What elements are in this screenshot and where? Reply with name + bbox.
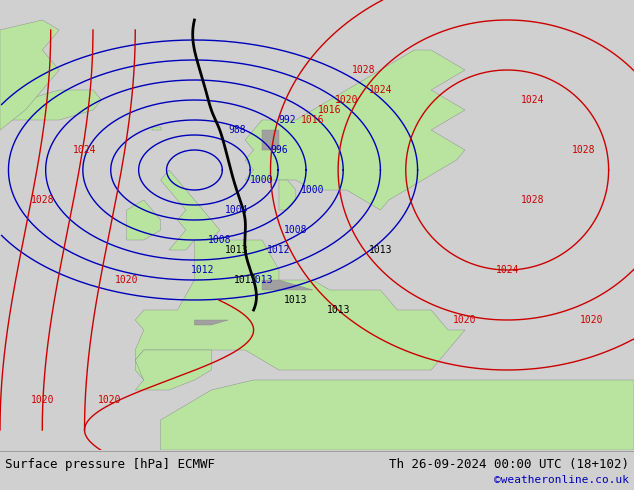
Text: 1016: 1016 <box>318 105 342 115</box>
Text: 1020: 1020 <box>580 315 604 325</box>
Text: 1020: 1020 <box>98 395 122 405</box>
Text: Surface pressure [hPa] ECMWF: Surface pressure [hPa] ECMWF <box>5 458 215 470</box>
Text: ©weatheronline.co.uk: ©weatheronline.co.uk <box>494 475 629 485</box>
Text: 1013: 1013 <box>368 245 392 255</box>
Polygon shape <box>135 350 211 390</box>
Polygon shape <box>279 180 296 210</box>
Polygon shape <box>262 130 279 150</box>
Polygon shape <box>152 127 160 130</box>
Polygon shape <box>160 380 634 450</box>
Polygon shape <box>262 280 313 290</box>
Polygon shape <box>0 20 59 130</box>
Polygon shape <box>195 320 228 325</box>
Text: 1024: 1024 <box>521 95 545 105</box>
Text: 1024: 1024 <box>73 145 96 155</box>
Polygon shape <box>135 240 465 380</box>
Text: 1013: 1013 <box>327 305 350 315</box>
Text: 1020: 1020 <box>115 275 139 285</box>
Text: 1020: 1020 <box>335 95 358 105</box>
Text: 1008: 1008 <box>284 225 307 235</box>
Text: 1020: 1020 <box>30 395 54 405</box>
Text: 1013: 1013 <box>284 295 307 305</box>
Text: 1013: 1013 <box>225 245 249 255</box>
Text: 992: 992 <box>278 115 296 125</box>
Text: 1024: 1024 <box>495 265 519 275</box>
Polygon shape <box>160 170 220 250</box>
Text: 1000: 1000 <box>250 175 274 185</box>
Polygon shape <box>245 50 465 210</box>
Text: 988: 988 <box>228 125 245 135</box>
Text: 1004: 1004 <box>225 205 249 215</box>
Polygon shape <box>127 200 160 240</box>
Text: 1028: 1028 <box>571 145 595 155</box>
Text: 1013: 1013 <box>250 275 274 285</box>
Text: 1012: 1012 <box>191 265 215 275</box>
Text: 1012: 1012 <box>267 245 291 255</box>
Text: 1024: 1024 <box>368 85 392 95</box>
Text: 1000: 1000 <box>301 185 325 195</box>
Text: Th 26-09-2024 00:00 UTC (18+102): Th 26-09-2024 00:00 UTC (18+102) <box>389 458 629 470</box>
Text: 1028: 1028 <box>521 195 545 205</box>
Text: 996: 996 <box>270 145 288 155</box>
Text: 1028: 1028 <box>30 195 54 205</box>
Text: 1028: 1028 <box>352 65 375 75</box>
Text: 1016: 1016 <box>301 115 325 125</box>
Text: 1013: 1013 <box>233 275 257 285</box>
Polygon shape <box>8 90 101 120</box>
Text: 1008: 1008 <box>208 235 231 245</box>
Text: 1020: 1020 <box>453 315 477 325</box>
